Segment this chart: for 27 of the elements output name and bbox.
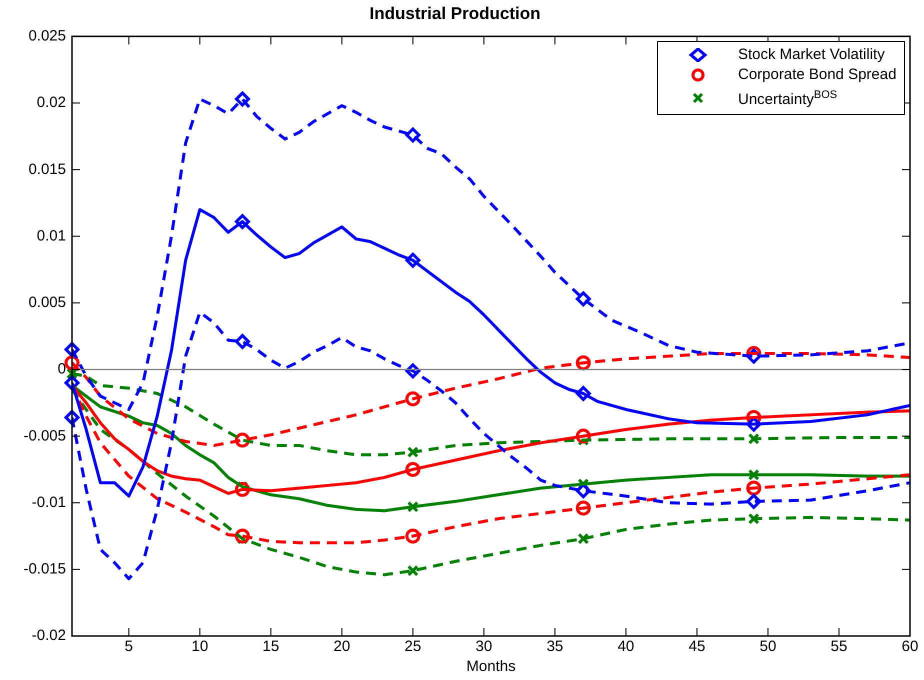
- y-tick-label: 0.005: [28, 294, 66, 312]
- y-tick-label: 0.02: [36, 94, 66, 112]
- y-tick-label: -0.015: [23, 560, 66, 578]
- chart-title: Industrial Production: [370, 4, 540, 23]
- y-tick-label: -0.01: [32, 494, 66, 511]
- x-tick-label: 30: [476, 638, 492, 656]
- y-tick-label: 0.01: [36, 227, 66, 244]
- x-tick-label: 25: [404, 638, 422, 656]
- y-tick-label: 0.015: [28, 160, 66, 178]
- y-tick-label: 0.025: [28, 28, 66, 45]
- x-tick-label: 5: [124, 638, 133, 656]
- legend-label: Stock Market Volatility: [738, 45, 885, 66]
- x-tick-label: 35: [546, 638, 564, 656]
- x-tick-label: 50: [760, 638, 776, 656]
- y-tick-label: -0.005: [23, 427, 66, 444]
- x-tick-label: 10: [191, 638, 208, 656]
- x-tick-label: 45: [688, 638, 706, 656]
- legend-label: Uncertainty$^{BOS}$: [738, 88, 838, 110]
- legend-label: Corporate Bond Spread: [738, 65, 896, 86]
- y-tick-label: -0.02: [32, 627, 66, 644]
- x-tick-label: 60: [902, 638, 918, 656]
- x-tick-label: 20: [334, 638, 350, 656]
- x-tick-label: 55: [830, 638, 848, 656]
- x-tick-label: 15: [262, 638, 280, 656]
- x-tick-label: 40: [618, 638, 634, 656]
- y-tick-label: 0: [58, 360, 66, 378]
- x-axis-title: Months: [466, 658, 516, 676]
